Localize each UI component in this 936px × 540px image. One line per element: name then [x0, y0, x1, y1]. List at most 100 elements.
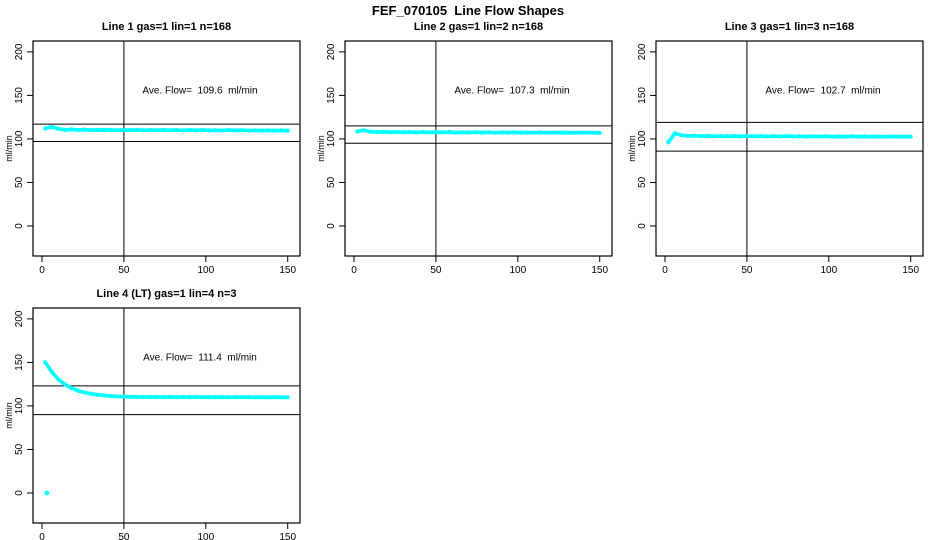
data-point [259, 128, 264, 133]
data-point [200, 127, 205, 133]
data-point [174, 127, 179, 133]
data-point [777, 134, 782, 139]
data-point [56, 377, 61, 382]
data-point [233, 395, 238, 400]
ave-flow-annotation: Ave. Flow= 111.4 ml/min [143, 353, 257, 364]
x-tick-label: 0 [662, 265, 668, 276]
data-point [803, 134, 808, 139]
subplot-title: Line 2 gas=1 lin=2 n=168 [414, 21, 543, 33]
data-point [869, 134, 874, 139]
data-point [233, 128, 238, 133]
data-point [666, 140, 671, 145]
y-tick-label: 0 [637, 223, 648, 229]
data-point [902, 134, 907, 139]
y-tick-label: 200 [326, 43, 337, 60]
data-point [407, 129, 412, 135]
data-point [512, 130, 517, 135]
data-point [279, 395, 284, 400]
subplot-title: Line 4 (LT) gas=1 lin=4 n=3 [96, 288, 236, 300]
data-point [75, 127, 81, 133]
data-point [180, 128, 185, 133]
subplot-line-4: Line 4 (LT) gas=1 lin=4 n=3 0 50 100 150 200 0… [0, 283, 312, 540]
data-point [134, 127, 140, 132]
data-point [134, 394, 140, 399]
data-point [499, 130, 504, 135]
x-tick-label: 50 [118, 265, 130, 276]
data-point [823, 134, 828, 139]
data-point [525, 130, 530, 135]
data-point [220, 128, 225, 133]
data-point [82, 390, 87, 395]
y-axis-unit-label: ml/min [627, 135, 637, 162]
x-tick-label: 50 [118, 532, 130, 540]
data-point [207, 395, 212, 400]
x-tick-label: 50 [430, 265, 442, 276]
x-tick-label: 150 [591, 265, 608, 276]
y-tick-label: 150 [326, 87, 337, 104]
data-point [141, 394, 146, 400]
data-point [578, 130, 583, 135]
data-point [355, 129, 360, 134]
data-point [558, 130, 563, 135]
data-point [856, 134, 861, 139]
data-point [446, 130, 452, 135]
data-point [420, 130, 425, 135]
data-point [89, 391, 94, 396]
data-point [401, 130, 406, 135]
data-point [679, 133, 684, 138]
figure-title: FEF_070105 Line Flow Shapes [371, 3, 565, 18]
y-tick-label: 0 [14, 490, 25, 496]
data-point [161, 395, 166, 400]
data-point [532, 130, 537, 135]
y-tick-label: 50 [14, 176, 25, 188]
data-point [545, 130, 550, 135]
data-point [266, 395, 271, 400]
data-point [239, 128, 244, 133]
data-point [427, 130, 432, 135]
data-point [692, 133, 697, 138]
data-point [108, 127, 113, 132]
data-point [82, 127, 87, 132]
data-point [816, 134, 822, 139]
data-series [355, 128, 602, 135]
y-tick-label: 200 [14, 310, 25, 327]
data-point [368, 129, 373, 134]
data-point [698, 134, 704, 139]
data-point [830, 134, 835, 139]
y-tick-label: 200 [14, 43, 25, 60]
data-point [43, 126, 48, 131]
data-point [148, 127, 153, 133]
y-tick-label: 200 [637, 43, 648, 60]
data-point [672, 131, 677, 136]
data-point [505, 130, 511, 135]
data-point [272, 128, 277, 133]
data-point [718, 133, 723, 139]
data-point [895, 134, 900, 139]
data-point [538, 130, 543, 135]
data-point [62, 382, 67, 387]
data-point [239, 395, 244, 400]
data-point [141, 128, 146, 133]
y-tick-label: 0 [326, 223, 337, 229]
data-point [246, 395, 251, 400]
y-tick-label: 100 [637, 130, 648, 147]
data-point [154, 128, 159, 133]
plot-border [655, 40, 924, 257]
data-point [414, 130, 419, 135]
subplot-canvas: Line 3 gas=1 lin=3 n=168 0 50 100 150 200 0 50 1… [627, 21, 924, 276]
data-point [862, 134, 867, 139]
data-point [790, 134, 795, 139]
plot-border [32, 307, 301, 524]
data-point [95, 392, 100, 397]
data-point [43, 360, 48, 365]
data-point [193, 394, 199, 400]
x-tick-label: 150 [279, 265, 296, 276]
data-point [764, 134, 769, 139]
data-point [102, 393, 107, 398]
data-point [433, 130, 438, 135]
data-point [492, 130, 497, 135]
y-tick-label: 150 [637, 87, 648, 104]
subplot-line-3: Line 3 gas=1 lin=3 n=168 0 50 100 150 200 0 50 1… [623, 16, 935, 278]
data-point [128, 128, 133, 133]
